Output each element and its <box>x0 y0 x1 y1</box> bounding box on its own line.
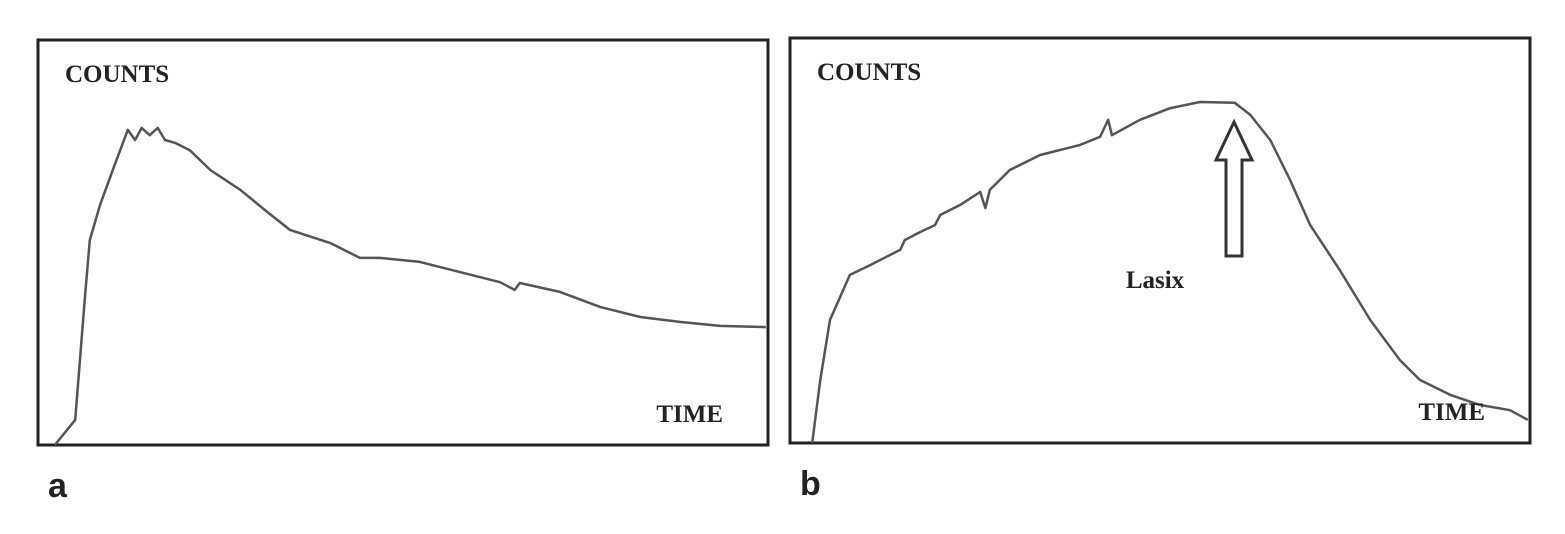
x-axis-label: TIME <box>656 401 723 428</box>
plot-frame <box>36 38 770 447</box>
y-axis-label: COUNTS <box>65 61 169 88</box>
plot-frame <box>788 36 1532 445</box>
panel-label: a <box>48 467 68 505</box>
data-line <box>53 126 766 446</box>
y-axis-label: COUNTS <box>817 59 921 86</box>
x-axis-label: TIME <box>1418 399 1485 426</box>
data-line <box>810 100 1529 444</box>
panel-label: b <box>800 465 821 503</box>
lasix-arrow <box>1213 118 1255 258</box>
annotation: Lasix <box>1126 267 1185 294</box>
